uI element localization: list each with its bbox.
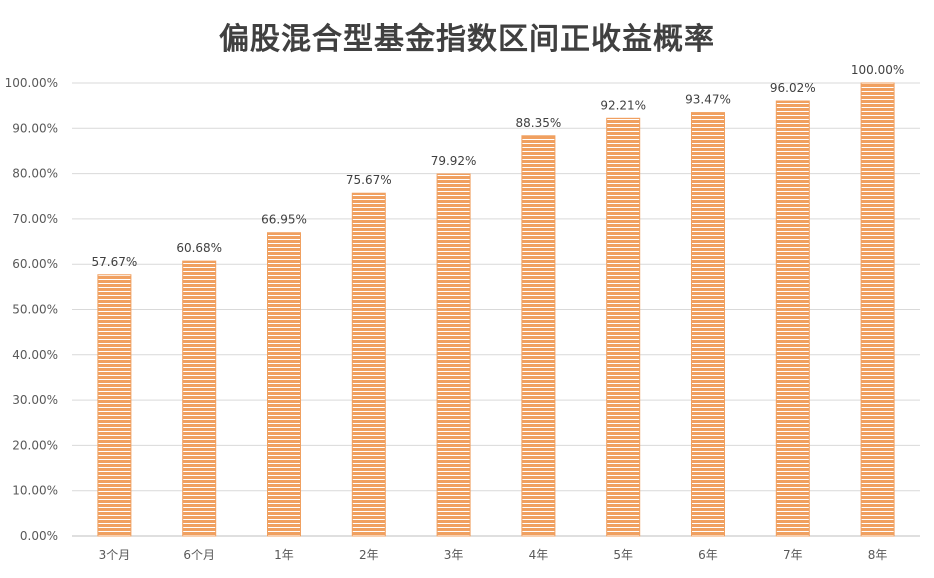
data-label: 92.21% <box>600 98 646 112</box>
data-label: 60.68% <box>176 241 222 255</box>
data-label: 57.67% <box>92 255 138 269</box>
data-label: 93.47% <box>685 93 731 107</box>
bar <box>351 192 386 537</box>
y-tick-label: 50.00% <box>12 303 58 317</box>
data-label: 75.67% <box>346 173 392 187</box>
x-tick-label: 4年 <box>529 548 549 562</box>
bar <box>691 112 725 537</box>
bar <box>97 274 132 537</box>
data-label: 88.35% <box>516 116 562 130</box>
data-label: 66.95% <box>261 213 307 227</box>
y-tick-label: 70.00% <box>12 212 58 226</box>
x-tick-label: 6个月 <box>183 548 215 562</box>
x-tick-label: 6年 <box>698 548 718 562</box>
x-tick-label: 7年 <box>783 548 803 562</box>
bar <box>860 82 895 537</box>
y-tick-label: 60.00% <box>12 257 58 271</box>
x-tick-label: 5年 <box>613 548 633 562</box>
data-label: 96.02% <box>770 81 816 95</box>
x-tick-label: 3年 <box>444 548 464 562</box>
x-tick-label: 3个月 <box>99 548 131 562</box>
x-tick-label: 2年 <box>359 548 379 562</box>
chart-title: 偏股混合型基金指数区间正收益概率 <box>219 22 715 57</box>
bar <box>267 232 301 537</box>
y-tick-label: 20.00% <box>12 438 58 452</box>
data-label: 79.92% <box>431 154 477 168</box>
y-tick-label: 0.00% <box>20 529 58 543</box>
x-tick-label: 1年 <box>274 548 294 562</box>
bar <box>775 100 810 537</box>
bar <box>521 135 556 537</box>
y-tick-label: 30.00% <box>12 393 58 407</box>
x-tick-label: 8年 <box>868 548 888 562</box>
bar <box>182 260 217 537</box>
data-label: 100.00% <box>851 63 904 77</box>
y-tick-label: 10.00% <box>12 484 58 498</box>
y-tick-label: 40.00% <box>12 348 58 362</box>
bar <box>436 173 471 537</box>
y-tick-label: 80.00% <box>12 167 58 181</box>
y-tick-label: 90.00% <box>12 121 58 135</box>
y-tick-label: 100.00% <box>5 76 58 90</box>
bar <box>606 117 641 537</box>
